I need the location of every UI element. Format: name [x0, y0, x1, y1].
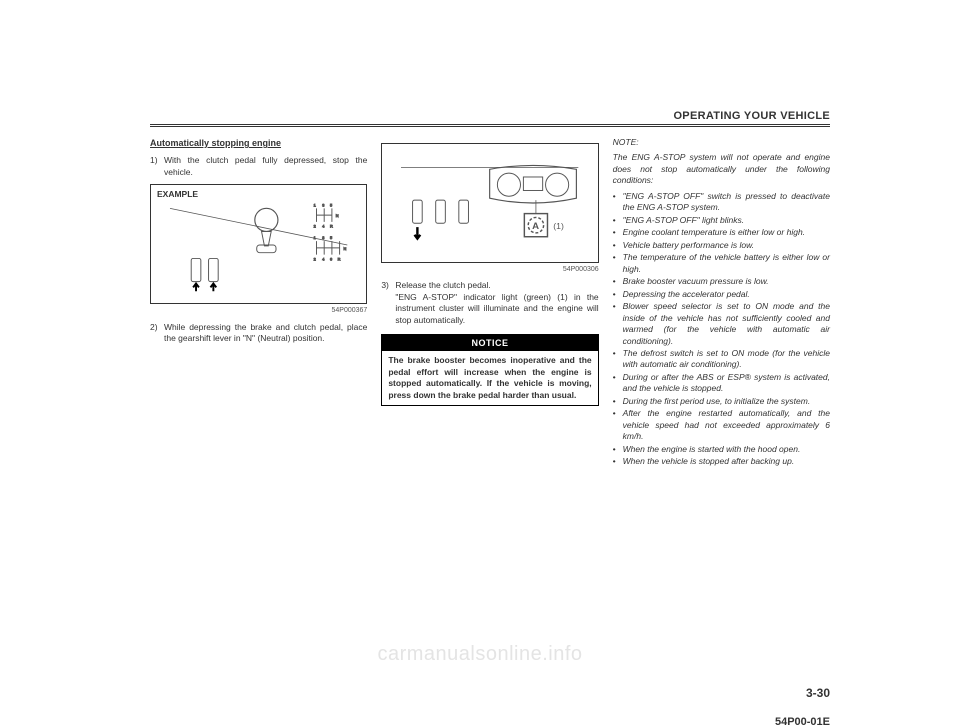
step-3-num: 3) — [381, 280, 395, 326]
figure-2-callout: (1) — [554, 221, 565, 231]
step-1: 1) With the clutch pedal fully depressed… — [150, 155, 367, 178]
bullet-item: Depressing the accelerator pedal. — [613, 289, 830, 300]
svg-text:3: 3 — [322, 236, 324, 240]
step-2: 2) While depressing the brake and clutch… — [150, 322, 367, 345]
note-head: NOTE: — [613, 137, 830, 148]
figure-2-code: 54P000306 — [381, 265, 598, 274]
page-content: OPERATING YOUR VEHICLE Automatically sto… — [150, 110, 830, 470]
svg-text:5: 5 — [330, 203, 332, 207]
bullet-item: The temperature of the vehicle battery i… — [613, 252, 830, 275]
note-body: The ENG A-STOP system will not operate a… — [613, 152, 830, 186]
bullet-item: When the vehicle is stopped after backin… — [613, 456, 830, 467]
svg-text:2: 2 — [314, 225, 316, 229]
bullet-item: After the engine restarted automatically… — [613, 408, 830, 442]
column-1: Automatically stopping engine 1) With th… — [150, 137, 367, 470]
notice-box: NOTICE The brake booster becomes inopera… — [381, 334, 598, 406]
figure-2: A (1) — [381, 143, 598, 263]
bullet-item: During or after the ABS or ESP® system i… — [613, 372, 830, 395]
bullet-item: "ENG A-STOP OFF" light blinks. — [613, 215, 830, 226]
page-number: 3-30 — [806, 686, 830, 700]
header-rule — [150, 124, 830, 127]
svg-text:R: R — [338, 257, 341, 261]
step-2-text: While depressing the brake and clutch pe… — [164, 322, 367, 345]
step-1-text: With the clutch pedal fully depressed, s… — [164, 155, 367, 178]
bullet-item: When the engine is started with the hood… — [613, 444, 830, 455]
watermark: carmanualsonline.info — [0, 643, 960, 666]
step-1-num: 1) — [150, 155, 164, 178]
step-3: 3) Release the clutch pedal. "ENG A-STOP… — [381, 280, 598, 326]
column-3: NOTE: The ENG A-STOP system will not ope… — [613, 137, 830, 470]
bullet-item: The defrost switch is set to ON mode (fo… — [613, 348, 830, 371]
step-3-main: Release the clutch pedal. — [395, 280, 490, 290]
svg-text:3: 3 — [322, 203, 324, 207]
bullet-item: During the first period use, to initiali… — [613, 396, 830, 407]
bullet-item: Engine coolant temperature is either low… — [613, 227, 830, 238]
figure-1-svg: 1 3 5 N 2 4 R 1 3 5 N 2 — [157, 191, 360, 297]
svg-text:N: N — [343, 247, 346, 251]
svg-text:1: 1 — [314, 236, 316, 240]
bullet-item: "ENG A-STOP OFF" switch is pressed to de… — [613, 191, 830, 214]
notice-body: The brake booster becomes inoperative an… — [382, 351, 597, 405]
svg-text:A: A — [532, 221, 539, 232]
svg-text:5: 5 — [330, 236, 332, 240]
columns: Automatically stopping engine 1) With th… — [150, 137, 830, 470]
figure-1-label: EXAMPLE — [157, 189, 198, 200]
figure-2-svg: A (1) — [388, 150, 591, 256]
notice-title: NOTICE — [382, 335, 597, 351]
svg-text:N: N — [336, 214, 339, 218]
svg-text:2: 2 — [314, 257, 316, 261]
step-3-text: Release the clutch pedal. "ENG A-STOP" i… — [395, 280, 598, 326]
svg-text:6: 6 — [330, 257, 332, 261]
subheading-auto-stop: Automatically stopping engine — [150, 137, 367, 149]
figure-1-code: 54P000367 — [150, 306, 367, 315]
figure-1: EXAMPLE 1 3 5 N — [150, 184, 367, 304]
bullet-item: Blower speed selector is set to ON mode … — [613, 301, 830, 347]
step-3-sub: "ENG A-STOP" indicator light (green) (1)… — [395, 292, 598, 325]
svg-text:4: 4 — [322, 225, 325, 229]
column-2: A (1) 54P000306 3) — [381, 137, 598, 470]
bullet-item: Brake booster vacuum pressure is low. — [613, 276, 830, 287]
doc-code: 54P00-01E — [775, 716, 830, 728]
svg-text:1: 1 — [314, 203, 316, 207]
svg-text:R: R — [330, 225, 333, 229]
note-bullets: "ENG A-STOP OFF" switch is pressed to de… — [613, 191, 830, 468]
bullet-item: Vehicle battery performance is low. — [613, 240, 830, 251]
svg-text:4: 4 — [322, 257, 325, 261]
step-2-num: 2) — [150, 322, 164, 345]
section-header: OPERATING YOUR VEHICLE — [150, 110, 830, 122]
